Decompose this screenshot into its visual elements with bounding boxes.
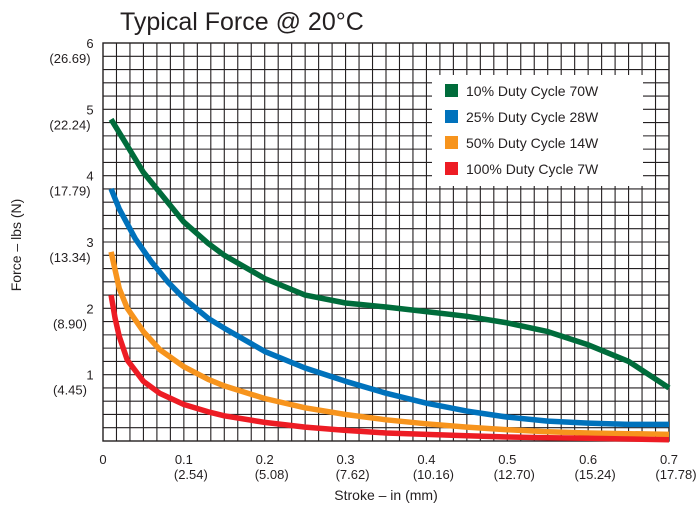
series-layer [108, 117, 671, 443]
x-tick-sublabel: (15.24) [575, 467, 616, 482]
legend-swatch-3 [445, 136, 458, 149]
series-line-1 [108, 117, 671, 391]
y-tick-sublabel: (8.90) [53, 316, 87, 331]
y-tick-sublabel: (17.79) [49, 184, 90, 199]
x-tick-label: 0.6 [579, 452, 597, 467]
x-tick-sublabel: (17.78) [655, 467, 696, 482]
y-tick-label: 6 [86, 36, 93, 51]
y-axis-label: Force – lbs (N) [8, 199, 24, 292]
x-tick-sublabel: (2.54) [174, 467, 208, 482]
series-line-2 [108, 187, 669, 428]
y-tick-sublabel: (26.69) [49, 51, 90, 66]
y-axis-ticks: 1(4.45) 2(8.90) 3(13.34) 4(17.79) 5(22.24) 6(… [49, 36, 93, 398]
y-tick-label: 2 [86, 301, 93, 316]
legend-swatch-2 [445, 110, 458, 123]
x-tick-label: 0.1 [175, 452, 193, 467]
legend-swatch-1 [445, 84, 458, 97]
y-tick-label: 4 [86, 169, 93, 184]
y-tick-label: 5 [86, 102, 93, 117]
x-axis-label: Stroke – in (mm) [334, 487, 437, 503]
x-tick-label: 0.4 [417, 452, 435, 467]
y-tick-sublabel: (13.34) [49, 250, 90, 265]
legend-box [432, 75, 643, 186]
x-tick-sublabel: (10.16) [413, 467, 454, 482]
legend-label-2: 25% Duty Cycle 28W [466, 109, 599, 125]
legend-swatch-4 [445, 162, 458, 175]
x-tick-sublabel: (12.70) [494, 467, 535, 482]
legend-label-1: 10% Duty Cycle 70W [466, 83, 599, 99]
x-tick-sublabel: (5.08) [255, 467, 289, 482]
legend-label-4: 100% Duty Cycle 7W [466, 161, 599, 177]
y-tick-sublabel: (4.45) [53, 383, 87, 398]
x-tick-label: 0.3 [337, 452, 355, 467]
y-tick-label: 3 [86, 235, 93, 250]
y-tick-sublabel: (22.24) [49, 117, 90, 132]
x-tick-label: 0 [99, 452, 106, 467]
chart-title: Typical Force @ 20°C [120, 8, 364, 36]
x-tick-label: 0.7 [660, 452, 678, 467]
legend-label-3: 50% Duty Cycle 14W [466, 135, 599, 151]
x-tick-sublabel: (7.62) [336, 467, 370, 482]
series-line-3 [108, 251, 670, 438]
series-line-4 [108, 294, 670, 443]
x-axis-ticks: 0 0.1(2.54) 0.2(5.08) 0.3(7.62) 0.4(10.16) 0.… [99, 452, 696, 482]
x-tick-label: 0.5 [498, 452, 516, 467]
legend: 10% Duty Cycle 70W 25% Duty Cycle 28W 50% … [432, 75, 643, 186]
y-tick-label: 1 [86, 368, 93, 383]
x-tick-label: 0.2 [256, 452, 274, 467]
